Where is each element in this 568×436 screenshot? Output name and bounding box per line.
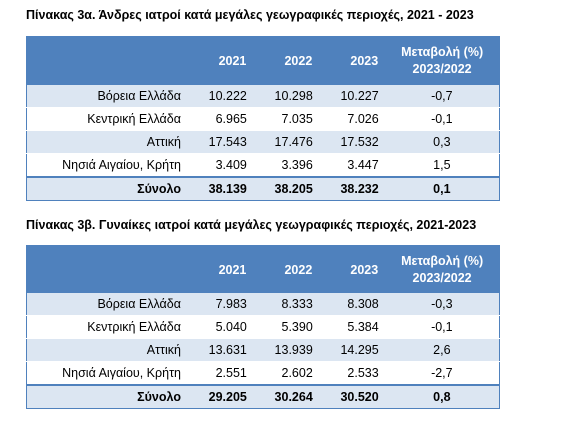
value-cell: 17.543 <box>186 130 253 154</box>
total-change: 0,8 <box>384 384 500 409</box>
value-cell: 6.965 <box>186 107 253 131</box>
value-cell: 5.384 <box>318 315 385 339</box>
value-cell: 7.026 <box>318 107 385 131</box>
header-change: Μεταβολή (%) 2023/2022 <box>384 245 500 293</box>
header-change: Μεταβολή (%) 2023/2022 <box>384 36 500 85</box>
value-cell: 5.040 <box>186 315 253 339</box>
header-year-2023: 2023 <box>318 36 386 85</box>
header-year-2022: 2022 <box>252 245 320 293</box>
value-cell: 8.308 <box>318 293 385 316</box>
change-cell: -0,3 <box>384 293 500 316</box>
header-change-line1: Μεταβολή (%) <box>401 253 484 268</box>
table-row: Αττική 13.631 13.939 14.295 2,6 <box>26 338 500 362</box>
change-cell: -2,7 <box>384 361 500 386</box>
table-row: Κεντρική Ελλάδα 6.965 7.035 7.026 -0,1 <box>26 107 500 131</box>
value-cell: 10.227 <box>318 85 385 108</box>
value-cell: 17.532 <box>318 130 385 154</box>
value-cell: 2.551 <box>186 361 253 386</box>
table-row: Νησιά Αιγαίου, Κρήτη 2.551 2.602 2.533 -… <box>26 361 500 386</box>
value-cell: 13.631 <box>186 338 253 362</box>
region-cell: Κεντρική Ελλάδα <box>26 107 187 131</box>
value-cell: 3.447 <box>318 153 385 178</box>
total-change: 0,1 <box>384 176 500 201</box>
region-cell: Αττική <box>26 130 187 154</box>
table-b-caption: Πίνακας 3β. Γυναίκες ιατροί κατά μεγάλες… <box>26 218 477 232</box>
region-cell: Κεντρική Ελλάδα <box>26 315 187 339</box>
value-cell: 7.035 <box>252 107 319 131</box>
region-cell: Βόρεια Ελλάδα <box>26 293 187 316</box>
total-value: 30.520 <box>318 384 385 409</box>
change-cell: -0,7 <box>384 85 500 108</box>
table-a-caption: Πίνακας 3α. Άνδρες ιατροί κατά μεγάλες γ… <box>26 8 474 22</box>
header-change-line2: 2023/2022 <box>412 270 472 285</box>
total-label: Σύνολο <box>26 384 187 409</box>
value-cell: 10.298 <box>252 85 319 108</box>
region-cell: Νησιά Αιγαίου, Κρήτη <box>26 361 187 386</box>
header-year-2023: 2023 <box>318 245 386 293</box>
value-cell: 7.983 <box>186 293 253 316</box>
table-row: Νησιά Αιγαίου, Κρήτη 3.409 3.396 3.447 1… <box>26 153 500 178</box>
value-cell: 3.396 <box>252 153 319 178</box>
total-value: 30.264 <box>252 384 319 409</box>
header-year-2021: 2021 <box>186 36 254 85</box>
value-cell: 2.533 <box>318 361 385 386</box>
table-row: Κεντρική Ελλάδα 5.040 5.390 5.384 -0,1 <box>26 315 500 339</box>
total-value: 38.139 <box>186 176 253 201</box>
table-row: Βόρεια Ελλάδα 7.983 8.333 8.308 -0,3 <box>26 293 500 316</box>
value-cell: 14.295 <box>318 338 385 362</box>
total-label: Σύνολο <box>26 176 187 201</box>
value-cell: 17.476 <box>252 130 319 154</box>
value-cell: 5.390 <box>252 315 319 339</box>
total-value: 38.205 <box>252 176 319 201</box>
header-year-2021: 2021 <box>186 245 254 293</box>
value-cell: 8.333 <box>252 293 319 316</box>
region-cell: Νησιά Αιγαίου, Κρήτη <box>26 153 187 178</box>
total-row: Σύνολο 38.139 38.205 38.232 0,1 <box>26 176 500 201</box>
table-row: Βόρεια Ελλάδα 10.222 10.298 10.227 -0,7 <box>26 85 500 108</box>
value-cell: 13.939 <box>252 338 319 362</box>
header-change-line2: 2023/2022 <box>412 62 472 76</box>
total-value: 38.232 <box>318 176 385 201</box>
region-cell: Αττική <box>26 338 187 362</box>
total-row: Σύνολο 29.205 30.264 30.520 0,8 <box>26 384 500 409</box>
region-cell: Βόρεια Ελλάδα <box>26 85 187 108</box>
value-cell: 3.409 <box>186 153 253 178</box>
change-cell: -0,1 <box>384 107 500 131</box>
table-b: 2021 2022 2023 Μεταβολή (%) 2023/2022 Βό… <box>25 245 500 409</box>
change-cell: 2,6 <box>384 338 500 362</box>
header-year-2022: 2022 <box>252 36 320 85</box>
header-region <box>25 36 188 85</box>
table-a: 2021 2022 2023 Μεταβολή (%) 2023/2022 Βό… <box>25 36 500 201</box>
header-region <box>25 245 188 293</box>
total-value: 29.205 <box>186 384 253 409</box>
change-cell: -0,1 <box>384 315 500 339</box>
header-change-line1: Μεταβολή (%) <box>401 45 484 59</box>
table-row: Αττική 17.543 17.476 17.532 0,3 <box>26 130 500 154</box>
value-cell: 10.222 <box>186 85 253 108</box>
change-cell: 1,5 <box>384 153 500 178</box>
change-cell: 0,3 <box>384 130 500 154</box>
value-cell: 2.602 <box>252 361 319 386</box>
